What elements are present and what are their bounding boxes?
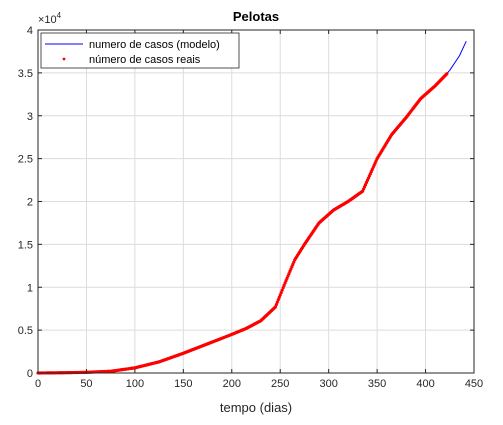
data-point-reais	[276, 298, 280, 302]
y-axis-exponent: ×104	[38, 11, 62, 26]
data-point-reais	[274, 302, 278, 307]
x-tick-label: 450	[465, 378, 483, 390]
x-tick-labels: 0 50 100 150 200 250 300 350 400 450	[35, 378, 483, 390]
x-tick-label: 200	[223, 378, 241, 390]
data-point-reais	[280, 288, 284, 292]
x-axis-label: tempo (dias)	[220, 400, 292, 415]
chart-title: Pelotas	[233, 9, 279, 24]
y-axis-ticks	[38, 29, 474, 374]
data-point-reais	[445, 72, 449, 76]
y-tick-label: 3.5	[18, 68, 33, 80]
y-tick-label: 0	[27, 368, 33, 380]
y-tick-label: 3	[27, 111, 33, 123]
legend-box	[40, 32, 240, 69]
data-point-reais	[273, 305, 277, 309]
data-point-reais	[282, 283, 286, 287]
x-tick-label: 250	[271, 378, 289, 390]
y-exponent-base: ×10	[38, 14, 57, 26]
legend-marker-swatch	[62, 57, 66, 61]
y-tick-label: 2	[27, 197, 33, 209]
data-point-reais	[275, 300, 279, 304]
x-tick-label: 300	[319, 378, 337, 390]
y-tick-label: 1.5	[18, 239, 33, 251]
y-tick-label: 0.5	[18, 325, 33, 337]
x-tick-label: 50	[80, 378, 92, 390]
x-tick-label: 350	[368, 378, 386, 390]
y-tick-label: 4	[27, 25, 33, 37]
data-point-reais	[277, 295, 281, 299]
data-point-reais	[279, 290, 283, 295]
legend-label-reais: número de casos reais	[89, 54, 201, 66]
x-tick-label: 400	[416, 378, 434, 390]
y-exponent-power: 4	[57, 11, 62, 20]
y-tick-label: 2.5	[18, 154, 33, 166]
data-point-reais	[278, 293, 282, 297]
x-tick-label: 150	[174, 378, 192, 390]
x-tick-label: 100	[126, 378, 144, 390]
legend: numero de casos (modelo) número de casos…	[40, 32, 240, 69]
x-tick-label: 0	[35, 378, 41, 390]
series-markers-reais	[36, 72, 449, 375]
data-point-reais	[281, 286, 285, 290]
y-tick-labels: 0 0.5 1 1.5 2 2.5 3 3.5 4	[18, 25, 33, 380]
y-tick-label: 1	[27, 282, 33, 294]
series-layer	[36, 40, 467, 375]
legend-label-modelo: numero de casos (modelo)	[89, 39, 220, 51]
